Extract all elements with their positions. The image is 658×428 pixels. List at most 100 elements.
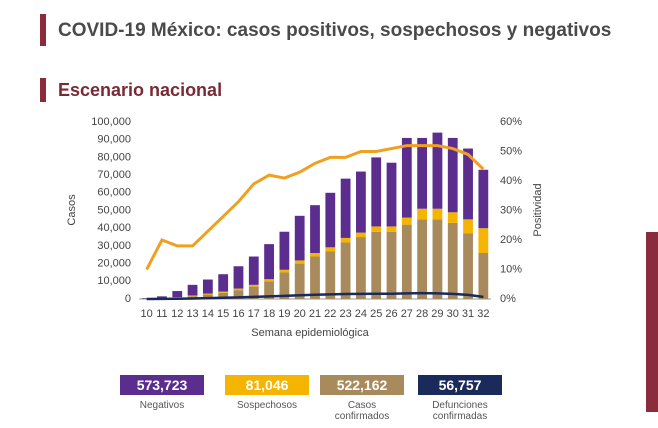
x-tick-label: 12 (171, 308, 183, 320)
x-tick-label: 16 (232, 308, 244, 320)
x-tick-label: 11 (156, 308, 167, 320)
bar-segment (401, 137, 412, 218)
bar-segment (218, 292, 229, 299)
bar-segment (172, 291, 183, 298)
bar-segment (401, 217, 412, 225)
bar-segment (310, 256, 320, 299)
bar-segment (463, 233, 473, 299)
y2-tick-label: 0% (500, 293, 516, 305)
bar-segment (325, 192, 336, 248)
y2-tick-label: 30% (500, 204, 522, 216)
y-tick-label: 40,000 (97, 222, 131, 234)
summary-value: 81,046 (225, 375, 309, 395)
y-tick-label: 90,000 (97, 134, 131, 146)
bar-segment (279, 269, 290, 273)
bar-segment (218, 291, 229, 293)
x-tick-label: 17 (248, 308, 260, 320)
summary-label: Casos confirmados (334, 400, 390, 422)
y-tick-label: 60,000 (97, 187, 131, 199)
bar-segment (233, 288, 244, 291)
summary-value: 56,757 (418, 375, 502, 395)
line (145, 144, 485, 271)
bar-segment (202, 279, 213, 294)
bar-segment (264, 244, 274, 280)
bar-segment (371, 157, 382, 227)
bar-segment (371, 226, 382, 232)
bar-segment (294, 215, 305, 261)
x-tick-label: 26 (385, 308, 397, 320)
y-tick-label: 70,000 (97, 169, 131, 181)
y-tick-label: 50,000 (97, 204, 131, 216)
summary-value: 522,162 (320, 375, 404, 395)
y2-tick-label: 20% (500, 234, 522, 246)
bar-segment (264, 279, 274, 282)
x-tick-label: 19 (278, 308, 290, 320)
y-tick-label: 80,000 (97, 151, 131, 163)
y-tick-label: 30,000 (97, 240, 131, 252)
bar-segment (172, 297, 183, 298)
x-tick-label: 21 (309, 308, 321, 320)
bar-segment (386, 162, 397, 227)
bar-segment (248, 286, 259, 299)
bar-segment (478, 252, 489, 299)
bar-segment (386, 231, 397, 299)
summary-item: 56,757 Defunciones confirmadas (418, 375, 502, 422)
decor-bar (40, 78, 46, 102)
bar-segment (447, 137, 458, 213)
summary-label: Negativos (139, 400, 185, 411)
y-tick-label: 0 (125, 293, 131, 305)
x-tick-label: 28 (416, 308, 428, 320)
bar-segment (202, 293, 213, 295)
y-tick-label: 100,000 (91, 116, 131, 128)
bar-segment (325, 251, 336, 299)
bar-segment (248, 256, 259, 285)
y-tick-label: 20,000 (97, 258, 131, 270)
bar-segment (356, 171, 366, 233)
bar-segment (264, 281, 274, 299)
bar-segment (310, 252, 320, 257)
bar-segment (233, 266, 244, 289)
x-tick-label: 18 (263, 308, 275, 320)
decor-bar (40, 14, 46, 46)
summary-label: Sospechosos (236, 400, 298, 411)
bar-segment (463, 148, 473, 220)
y-axis-label: Casos (66, 194, 78, 226)
y2-tick-label: 50% (500, 145, 522, 157)
x-tick-label: 22 (324, 308, 336, 320)
x-tick-label: 27 (401, 308, 413, 320)
line (146, 291, 484, 301)
x-tick-label: 24 (355, 308, 367, 320)
summary-label: Defunciones confirmadas (432, 400, 488, 422)
bar-segment (218, 274, 229, 292)
bar-segment (432, 208, 443, 220)
summary-value: 573,723 (120, 375, 204, 395)
x-tick-label: 13 (186, 308, 198, 320)
bar-segment (294, 260, 305, 264)
x-tick-label: 30 (447, 308, 459, 320)
bar-segment (356, 237, 366, 299)
bar-segment (310, 205, 320, 253)
bar-segment (187, 295, 198, 297)
bar-segment (233, 290, 244, 299)
bar-segment (463, 219, 473, 234)
bar-segment (432, 132, 443, 209)
bar-segment (356, 232, 366, 238)
y-tick-label: 10,000 (97, 275, 131, 287)
summary-item: 81,046 Sospechosos (225, 375, 309, 411)
x-tick-label: 32 (477, 308, 489, 320)
x-tick-label: 31 (462, 308, 474, 320)
bar-segment (340, 242, 351, 299)
bar-segment (478, 169, 489, 229)
decor-bar (646, 232, 658, 412)
x-tick-label: 20 (294, 308, 306, 320)
y2-tick-label: 40% (500, 175, 522, 187)
bar-segment (417, 137, 428, 209)
bar-segment (248, 284, 259, 287)
bar-segment (340, 237, 351, 243)
bar-segment (279, 231, 290, 270)
bar-segment (371, 231, 382, 299)
bar-segment (202, 294, 213, 299)
x-tick-label: 10 (141, 308, 153, 320)
bar-segment (386, 226, 397, 232)
